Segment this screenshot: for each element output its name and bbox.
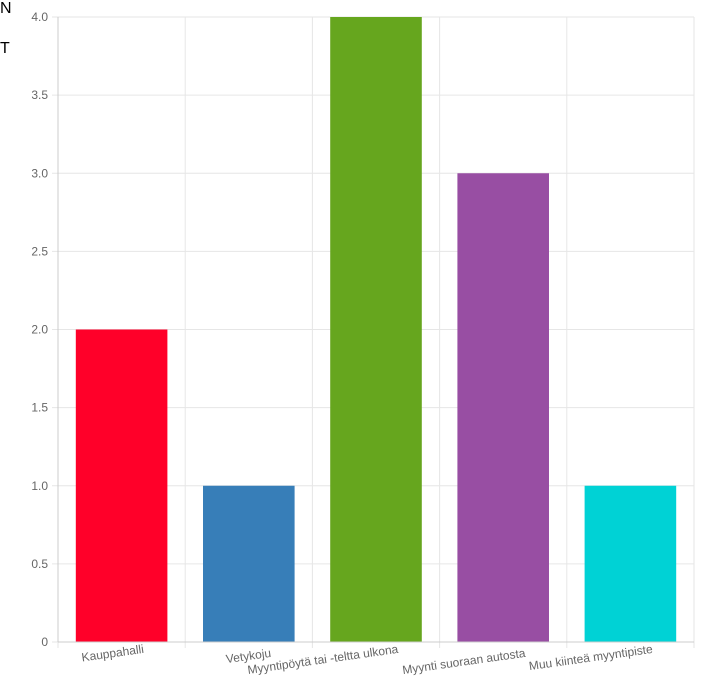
background-heading-fragment: T bbox=[0, 40, 10, 57]
y-tick-label: 1.0 bbox=[31, 479, 48, 493]
y-tick-label: 3.5 bbox=[31, 88, 48, 102]
y-tick-label: 0.5 bbox=[31, 557, 48, 571]
y-tick-label: 3.0 bbox=[31, 166, 48, 180]
y-tick-label: 4.0 bbox=[31, 10, 48, 24]
bar bbox=[330, 17, 422, 642]
bar bbox=[457, 173, 549, 642]
x-tick-label: Vetykoju bbox=[225, 646, 272, 666]
bar bbox=[203, 485, 295, 642]
y-tick-label: 0 bbox=[41, 635, 48, 649]
x-tick-label: Muu kiinteä myyntipiste bbox=[528, 642, 654, 673]
bars bbox=[75, 17, 677, 642]
bar bbox=[75, 329, 168, 642]
x-tick-label: Kauppahalli bbox=[81, 642, 145, 665]
y-tick-label: 1.5 bbox=[31, 401, 48, 415]
x-tick-label: Myynti suoraan autosta bbox=[401, 646, 526, 677]
axes bbox=[57, 17, 694, 643]
bar bbox=[584, 485, 677, 642]
y-tick-label: 2.5 bbox=[31, 244, 48, 258]
background-heading-fragment: N bbox=[0, 0, 12, 17]
y-tick-labels: 0 0.5 1.0 1.5 2.0 2.5 3.0 3.5 4.0 bbox=[31, 10, 48, 649]
y-tick-label: 2.0 bbox=[31, 323, 48, 337]
